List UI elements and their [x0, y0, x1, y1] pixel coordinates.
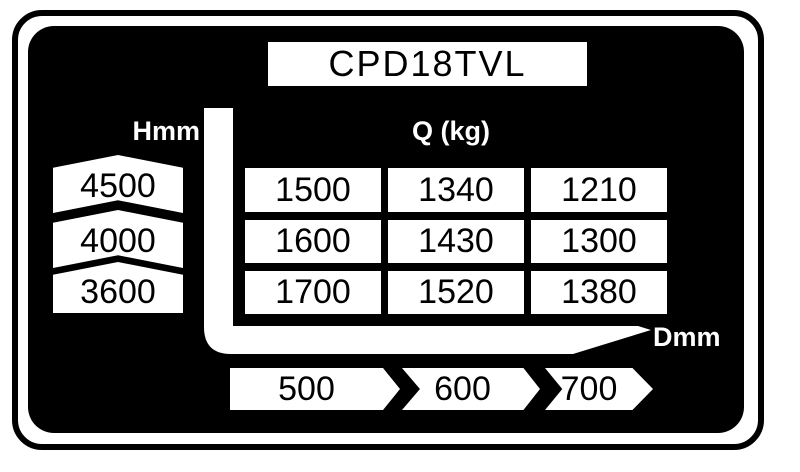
load-center-value: 500 — [278, 369, 335, 408]
capacity-cell: 1600 — [245, 220, 381, 263]
lift-height-value: 3600 — [80, 273, 156, 311]
capacity-cell: 1430 — [388, 220, 524, 263]
load-center-value: 600 — [434, 369, 491, 408]
load-center-arrow: 500 — [230, 368, 400, 410]
capacity-cell: 1210 — [531, 168, 667, 212]
lift-height-value: 4500 — [80, 166, 156, 205]
lift-height-value: 4000 — [80, 221, 156, 260]
load-capacity-axis-label: Q (kg) — [412, 116, 490, 146]
capacity-table: 1500 1340 1210 1600 1430 1300 1700 1520 … — [245, 168, 667, 314]
lift-height-axis-label: Hmm — [132, 116, 200, 146]
capacity-cell: 1700 — [245, 271, 381, 314]
model-name: CPD18TVL — [328, 43, 527, 84]
load-center-arrow: 700 — [545, 368, 653, 410]
load-center-arrow: 600 — [402, 368, 540, 410]
model-title-box: CPD18TVL — [268, 42, 587, 86]
capacity-cell: 1380 — [531, 271, 667, 314]
load-center-value: 700 — [560, 369, 618, 408]
capacity-cell: 1500 — [245, 168, 381, 212]
capacity-cell: 1520 — [388, 271, 524, 314]
load-center-axis-label: Dmm — [653, 322, 721, 352]
capacity-cell: 1340 — [388, 168, 524, 212]
capacity-cell: 1300 — [531, 220, 667, 263]
